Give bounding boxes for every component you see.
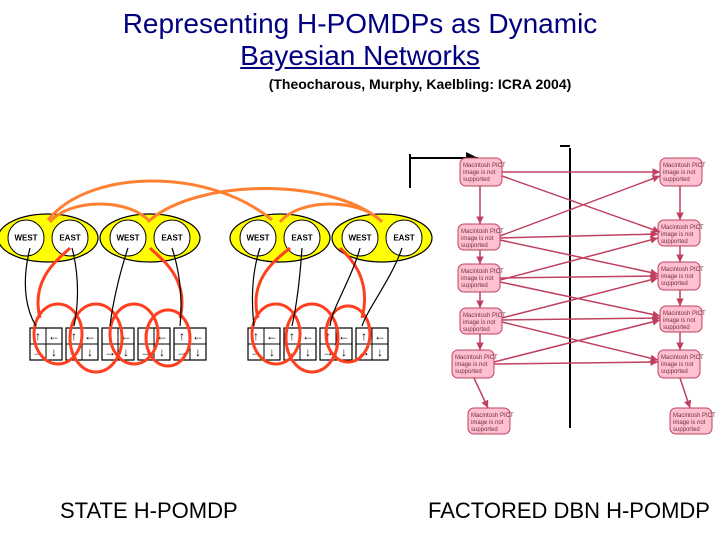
svg-text:←: ← [84,329,96,343]
dbn-edge-3 [500,234,658,238]
state-label-3-0: WEST [348,234,371,243]
dbn-vedge-9 [680,378,690,408]
title-line2: Bayesian Networks [240,40,480,71]
svg-text:↓: ↓ [377,345,383,359]
caption-state-hpomdp: STATE H-POMDP [60,498,238,524]
title-line1: Representing H-POMDPs as Dynamic [123,8,598,39]
svg-text:↓: ↓ [87,345,93,359]
svg-text:↓: ↓ [123,345,129,359]
dbn-vedge-4 [474,378,488,408]
dbn-edge-4 [500,276,658,278]
dbn-edge-5 [500,240,658,274]
svg-text:↓: ↓ [269,345,275,359]
state-label-2-0: WEST [246,234,269,243]
svg-text:↓: ↓ [159,345,165,359]
state-hpomdp-group: WESTEASTWESTEASTWESTEASTWESTEAST ↑←→↓↑←→… [0,181,432,372]
svg-text:←: ← [48,329,60,343]
svg-text:←: ← [302,329,314,343]
svg-text:↓: ↓ [195,345,201,359]
obs-grid-3: ↑←→↓ [138,328,170,360]
dbn-edge-6 [500,238,658,280]
dbn-edge-2 [500,176,660,236]
state-label-0-1: EAST [59,234,80,243]
caption-factored-dbn: FACTORED DBN H-POMDP [428,498,710,524]
state-label-1-0: WEST [116,234,139,243]
state-label-0-0: WEST [14,234,37,243]
svg-text:←: ← [338,329,350,343]
svg-text:←: ← [266,329,278,343]
citation: (Theocharous, Murphy, Kaelbling: ICRA 20… [120,76,720,92]
dbn-edge-7 [502,318,660,320]
svg-text:↑: ↑ [361,329,367,343]
svg-text:↑: ↑ [289,329,295,343]
dbn-edge-8 [500,282,660,316]
svg-text:↓: ↓ [51,345,57,359]
state-label-2-1: EAST [291,234,312,243]
svg-text:←: ← [374,329,386,343]
state-label-1-1: EAST [161,234,182,243]
state-label-3-1: EAST [393,234,414,243]
svg-text:↓: ↓ [341,345,347,359]
svg-text:↑: ↑ [179,329,185,343]
slide-title: Representing H-POMDPs as Dynamic Bayesia… [0,8,720,72]
dbn-edge-10 [494,362,658,364]
svg-text:↓: ↓ [305,345,311,359]
factored-dbn-group: Macintosh PICTimage is notsupportedMacin… [452,146,716,434]
svg-text:←: ← [192,329,204,343]
black-connectors [25,248,402,326]
dbn-edge-9 [502,278,658,318]
diagram-canvas: WESTEASTWESTEASTWESTEASTWESTEAST ↑←→↓↑←→… [0,128,720,478]
